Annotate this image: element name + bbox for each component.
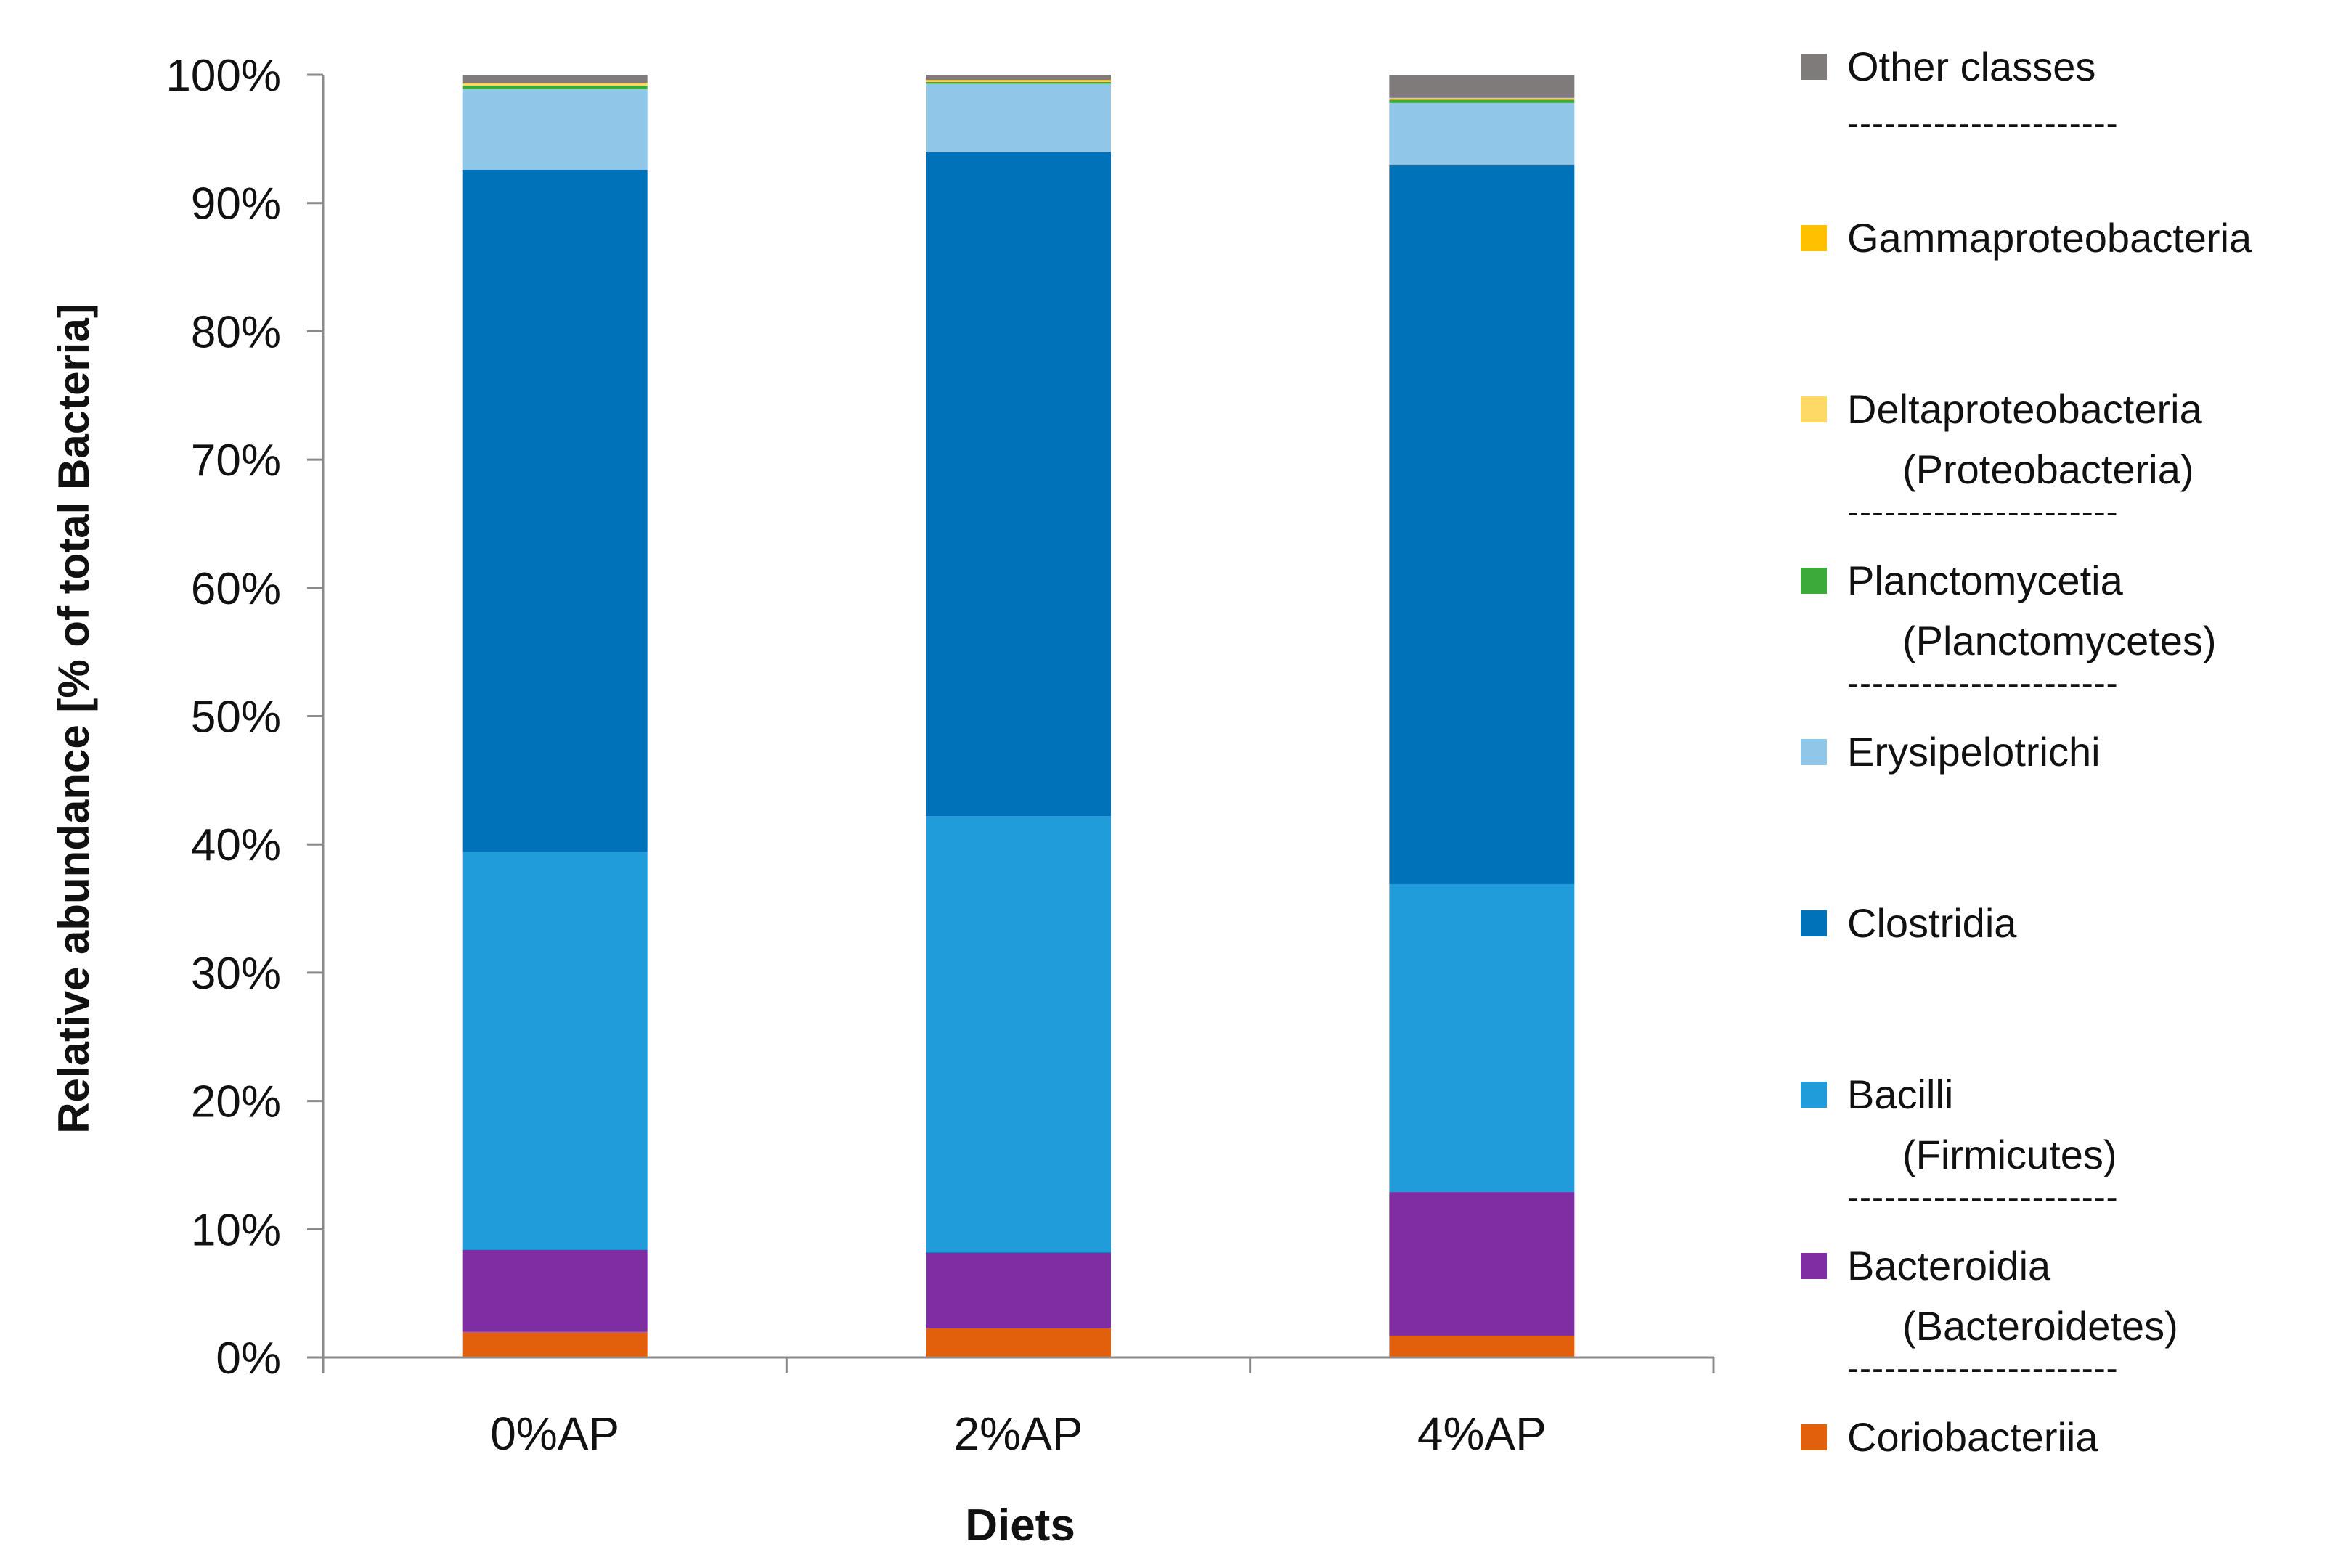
bar-segment-bacteroidia-4ap — [1389, 1192, 1575, 1336]
legend-label: Coriobacteriia — [1847, 1414, 2098, 1460]
bar-segment-clostridia-2ap — [926, 152, 1111, 817]
legend-label: Bacilli — [1847, 1071, 1954, 1117]
legend-label: Gammaproteobacteria — [1847, 215, 2252, 261]
bar-segment-bacilli-0ap — [462, 852, 648, 1250]
legend-label: Deltaproteobacteria — [1847, 386, 2202, 432]
bar-segment-clostridia-0ap — [462, 169, 648, 852]
y-axis-title: Relative abundance [% of total Bacteria] — [49, 303, 98, 1134]
y-tick-label: 20% — [191, 1077, 281, 1127]
y-tick-label: 100% — [166, 51, 281, 101]
legend-label: Other classes — [1847, 44, 2096, 89]
y-tick-label: 40% — [191, 820, 281, 870]
legend-separator: ---------------------- — [1847, 1178, 2119, 1217]
y-tick-label: 80% — [191, 307, 281, 357]
legend-swatch — [1801, 1424, 1827, 1450]
bar-segment-bacteroidia-0ap — [462, 1249, 648, 1332]
bar-segment-erysipelotrichi-0ap — [462, 89, 648, 170]
legend-separator: ---------------------- — [1847, 105, 2119, 143]
legend-sublabel: (Bacteroidetes) — [1902, 1303, 2178, 1349]
bar-segment-erysipelotrichi-4ap — [1389, 102, 1575, 165]
legend-label: Clostridia — [1847, 900, 2017, 946]
legend-swatch — [1801, 739, 1827, 765]
bar-segment-other-classes-0ap — [462, 75, 648, 83]
bar-segment-gammaproteobacteria-4ap — [1389, 97, 1575, 99]
legend-swatch — [1801, 568, 1827, 594]
legend-label: Bacteroidia — [1847, 1243, 2051, 1289]
x-tick-label: 4%AP — [1417, 1408, 1547, 1460]
legend-sublabel: (Planctomycetes) — [1902, 618, 2217, 663]
bar-segment-planctomycetia-4ap — [1389, 99, 1575, 103]
bar-segment-deltaproteobacteria-0ap — [462, 83, 648, 86]
legend-sublabel: (Proteobacteria) — [1902, 446, 2194, 492]
legend-separator: ---------------------- — [1847, 493, 2119, 531]
bar-segment-planctomycetia-0ap — [462, 86, 648, 89]
stacked-bar-chart: 0% 10% 20% 30% 40% 50% 60% 70% 80% 90% 100% 0%AP 2%A… — [49, 51, 1715, 1551]
legend-separator: ---------------------- — [1847, 1349, 2119, 1388]
y-tick-label: 90% — [191, 179, 281, 229]
bar-segment-bacteroidia-2ap — [926, 1252, 1111, 1328]
legend-swatch — [1801, 54, 1827, 80]
legend-label: Planctomycetia — [1847, 558, 2123, 603]
y-tick-label: 10% — [191, 1205, 281, 1255]
x-tick-label: 0%AP — [490, 1408, 619, 1460]
y-tick-label: 70% — [191, 436, 281, 486]
legend-swatch — [1801, 396, 1827, 422]
bar-segment-coriobacteriia-2ap — [926, 1328, 1111, 1357]
bar-segment-clostridia-4ap — [1389, 164, 1575, 884]
legend-swatch — [1801, 1082, 1827, 1108]
legend-swatch — [1801, 910, 1827, 936]
bar-segment-bacilli-2ap — [926, 816, 1111, 1253]
legend-swatch — [1801, 1253, 1827, 1279]
bar-segment-planctomycetia-2ap — [926, 81, 1111, 84]
y-tick-label: 60% — [191, 564, 281, 614]
chart-legend: Other classes ---------------------- Gamma… — [1801, 0, 2338, 1568]
bar-segment-erysipelotrichi-2ap — [926, 83, 1111, 152]
legend-swatch — [1801, 225, 1827, 251]
bar-segment-deltaproteobacteria-4ap — [1389, 98, 1575, 100]
bar-segment-coriobacteriia-4ap — [1389, 1335, 1575, 1357]
bar-segment-other-classes-4ap — [1389, 75, 1575, 98]
y-tick-label: 30% — [191, 949, 281, 999]
bar-segment-other-classes-2ap — [926, 75, 1111, 81]
bar-segment-bacilli-4ap — [1389, 883, 1575, 1193]
x-axis-title: Diets — [965, 1500, 1075, 1551]
bar-segment-gammaproteobacteria-2ap — [926, 80, 1111, 81]
legend-separator: ---------------------- — [1847, 664, 2119, 703]
legend-sublabel: (Firmicutes) — [1902, 1132, 2117, 1177]
y-tick-label: 0% — [216, 1334, 281, 1384]
y-tick-label: 50% — [191, 693, 281, 743]
bar-segment-deltaproteobacteria-2ap — [926, 80, 1111, 82]
x-tick-label: 2%AP — [954, 1408, 1083, 1460]
legend-label: Erysipelotrichi — [1847, 729, 2101, 775]
bar-segment-coriobacteriia-0ap — [462, 1331, 648, 1357]
